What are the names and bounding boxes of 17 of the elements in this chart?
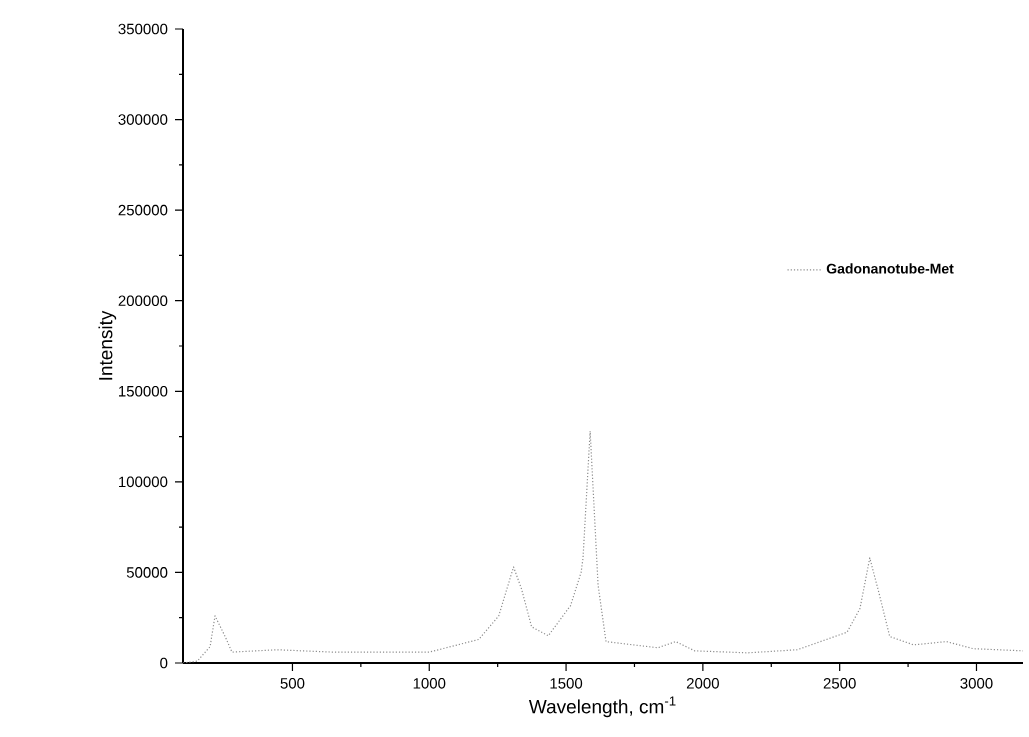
y-tick-label: 0 bbox=[160, 657, 168, 669]
x-tick-label: 1000 bbox=[413, 678, 446, 689]
x-tick-label: 500 bbox=[280, 678, 305, 689]
y-tick-label: 200000 bbox=[118, 295, 168, 307]
y-tick-label: 300000 bbox=[118, 114, 168, 125]
y-tick-label: 100000 bbox=[119, 476, 168, 488]
x-tick-label: 2500 bbox=[823, 678, 856, 689]
x-tick-label: 2000 bbox=[686, 678, 719, 689]
x-tick-label: 3000 bbox=[960, 678, 993, 689]
legend-label: Gadonanotube-Met bbox=[826, 263, 954, 274]
y-tick-label: 150000 bbox=[119, 385, 168, 397]
y-tick-label: 250000 bbox=[118, 204, 168, 216]
y-tick-label: 350000 bbox=[118, 23, 168, 35]
x-axis-title: Wavelength, cm$^{-1}$ bbox=[528, 696, 676, 718]
y-tick-label: 50000 bbox=[126, 567, 168, 578]
y-axis-title: Intensity bbox=[98, 310, 117, 380]
x-tick-label: 1500 bbox=[550, 678, 583, 689]
